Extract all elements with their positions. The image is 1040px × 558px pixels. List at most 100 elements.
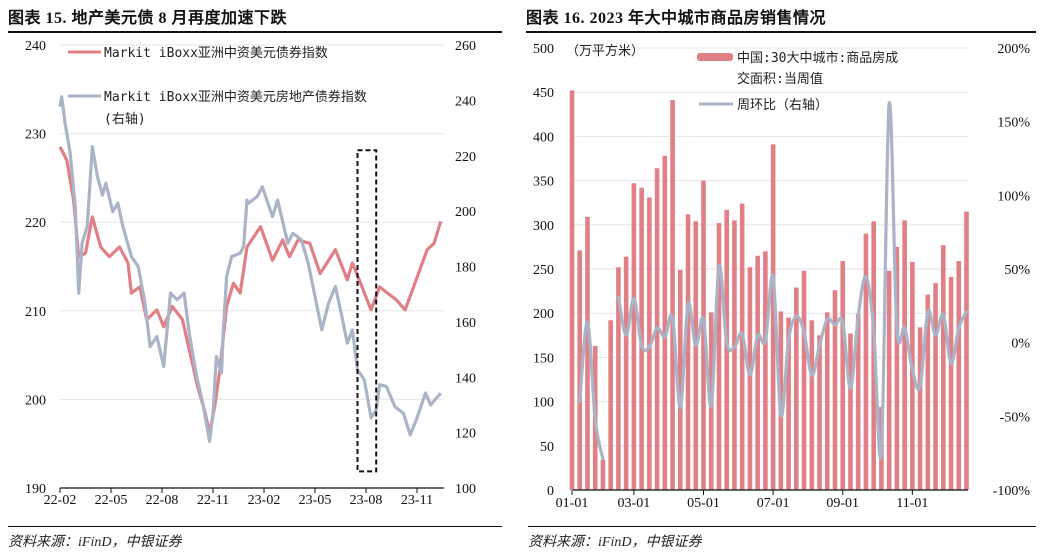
bar-weekly-sales <box>809 320 815 490</box>
left-axis-tick-label: 0 <box>547 484 554 499</box>
bar-weekly-sales <box>701 180 706 490</box>
legend-label-line2: (右轴) <box>104 112 146 127</box>
highlight-box-23-08 <box>356 149 378 473</box>
wow-change-line <box>578 320 605 461</box>
legend-swatch-bar <box>697 53 733 61</box>
left-source-note: 资料来源：iFinD，中银证券 <box>8 535 182 550</box>
right-axis-tick-label: 100 <box>455 482 476 497</box>
bar-weekly-sales <box>832 290 838 490</box>
left-title-rule <box>8 31 502 33</box>
right-bottom-rule <box>528 526 1036 527</box>
left-axis-tick-label: 350 <box>533 175 554 190</box>
right-axis-tick-label: 150% <box>997 116 1030 131</box>
x-axis-tick-label: 22-02 <box>44 493 77 508</box>
x-axis-tick-label: 22-11 <box>197 493 229 508</box>
right-axis-tick-label: 200 <box>455 205 476 220</box>
left-axis-tick-label: 300 <box>533 219 554 234</box>
bar-weekly-sales <box>770 144 776 490</box>
bar-weekly-sales <box>677 269 683 490</box>
left-axis-tick-label: 400 <box>533 130 554 145</box>
right-axis-tick-label: 0% <box>1011 337 1030 352</box>
bar-weekly-sales <box>616 267 621 490</box>
x-axis-tick-label: 23-11 <box>401 493 433 508</box>
left-axis-tick-label: 200 <box>25 393 46 408</box>
bar-weekly-sales <box>693 221 699 490</box>
bar-weekly-sales <box>685 214 691 490</box>
left-axis-tick-label: 200 <box>533 307 554 322</box>
bar-weekly-sales <box>894 246 900 490</box>
x-axis-tick-label: 23-05 <box>299 493 332 508</box>
right-axis-tick-label: -50% <box>1000 410 1031 425</box>
bar-weekly-sales <box>886 270 892 490</box>
x-axis-tick-label: 23-02 <box>248 493 281 508</box>
left-axis-tick-label: 210 <box>25 305 46 320</box>
bar-weekly-sales <box>917 327 923 490</box>
right-axis-tick-label: 160 <box>455 316 476 331</box>
bar-weekly-sales <box>933 283 938 490</box>
bar-weekly-sales <box>902 220 907 490</box>
unit-label: （万平方米） <box>566 43 644 59</box>
x-axis-tick-label: 05-01 <box>687 496 720 511</box>
bar-weekly-sales <box>801 270 807 490</box>
x-axis-tick-label: 22-08 <box>146 493 179 508</box>
bar-weekly-sales <box>824 312 830 490</box>
legend-label: Markit iBoxx亚洲中资美元房地产债券指数 <box>104 89 367 105</box>
bar-weekly-sales <box>925 294 931 490</box>
bar-weekly-sales <box>848 333 853 490</box>
series-line-china-property-usd-bond-index <box>58 95 443 444</box>
bar-weekly-sales <box>747 267 753 490</box>
legend-label: 周环比（右轴） <box>737 98 828 113</box>
left-axis-tick-label: 250 <box>533 263 554 278</box>
left-axis-tick-label: 100 <box>533 396 554 411</box>
x-axis-tick-label: 09-01 <box>826 496 859 511</box>
left-axis-tick-label: 190 <box>25 482 46 497</box>
left-chart-title: 图表 15. 地产美元债 8 月再度加速下跌 <box>8 10 288 27</box>
right-axis-tick-label: 200% <box>997 42 1030 57</box>
bar-weekly-sales <box>724 209 730 490</box>
left-axis-tick-label: 240 <box>25 39 46 54</box>
legend-label: Markit iBoxx亚洲中资美元债券指数 <box>104 45 328 61</box>
left-bottom-rule <box>8 526 502 527</box>
left-axis-tick-label: 500 <box>533 42 554 57</box>
right-axis-tick-label: 220 <box>455 150 476 165</box>
bar-weekly-sales <box>863 233 869 490</box>
bar-weekly-sales <box>794 287 799 490</box>
bar-weekly-sales <box>569 90 575 490</box>
bar-weekly-sales <box>940 245 946 490</box>
bar-weekly-sales <box>964 211 969 491</box>
right-axis-tick-label: 50% <box>1004 263 1030 278</box>
bar-weekly-sales <box>763 251 768 490</box>
right-axis-tick-label: 180 <box>455 261 476 276</box>
x-axis-tick-label: 03-01 <box>618 496 651 511</box>
bar-weekly-sales <box>585 216 590 490</box>
x-axis-tick-label: 01-01 <box>556 496 589 511</box>
bar-weekly-sales <box>840 261 846 490</box>
bar-weekly-sales <box>577 250 583 490</box>
legend-label-line2: 交面积:当周值 <box>737 71 823 87</box>
right-axis-tick-label: 240 <box>455 94 476 109</box>
left-axis-tick-label: 230 <box>25 128 46 143</box>
right-axis-tick-label: 260 <box>455 39 476 54</box>
right-title-rule <box>526 31 1036 33</box>
right-source-note: 资料来源：iFinD，中银证券 <box>528 535 702 550</box>
left-axis-tick-label: 220 <box>25 216 46 231</box>
right-axis-tick-label: 120 <box>455 427 476 442</box>
x-axis-tick-label: 11-01 <box>896 496 928 511</box>
bar-weekly-sales <box>739 203 745 491</box>
right-axis-tick-label: -100% <box>993 484 1031 499</box>
bar-weekly-sales <box>623 256 629 490</box>
x-axis-tick-label: 07-01 <box>757 496 790 511</box>
left-axis-tick-label: 450 <box>533 86 554 101</box>
bond-index-chart: 240 230 220 210 200 190 260 240 220 200 180 160 140 1… <box>25 39 476 508</box>
x-axis-tick-label: 23-08 <box>350 493 383 508</box>
bar-weekly-sales <box>732 220 737 490</box>
bar-weekly-sales <box>817 335 822 490</box>
bar-weekly-sales <box>855 314 861 490</box>
bar-weekly-sales <box>755 255 760 490</box>
legend-label: 中国:30大中城市:商品房成 <box>737 50 898 66</box>
left-axis-tick-label: 150 <box>533 351 554 366</box>
bar-weekly-sales <box>662 155 668 490</box>
bar-weekly-sales <box>956 261 962 490</box>
bar-weekly-sales <box>948 276 954 490</box>
